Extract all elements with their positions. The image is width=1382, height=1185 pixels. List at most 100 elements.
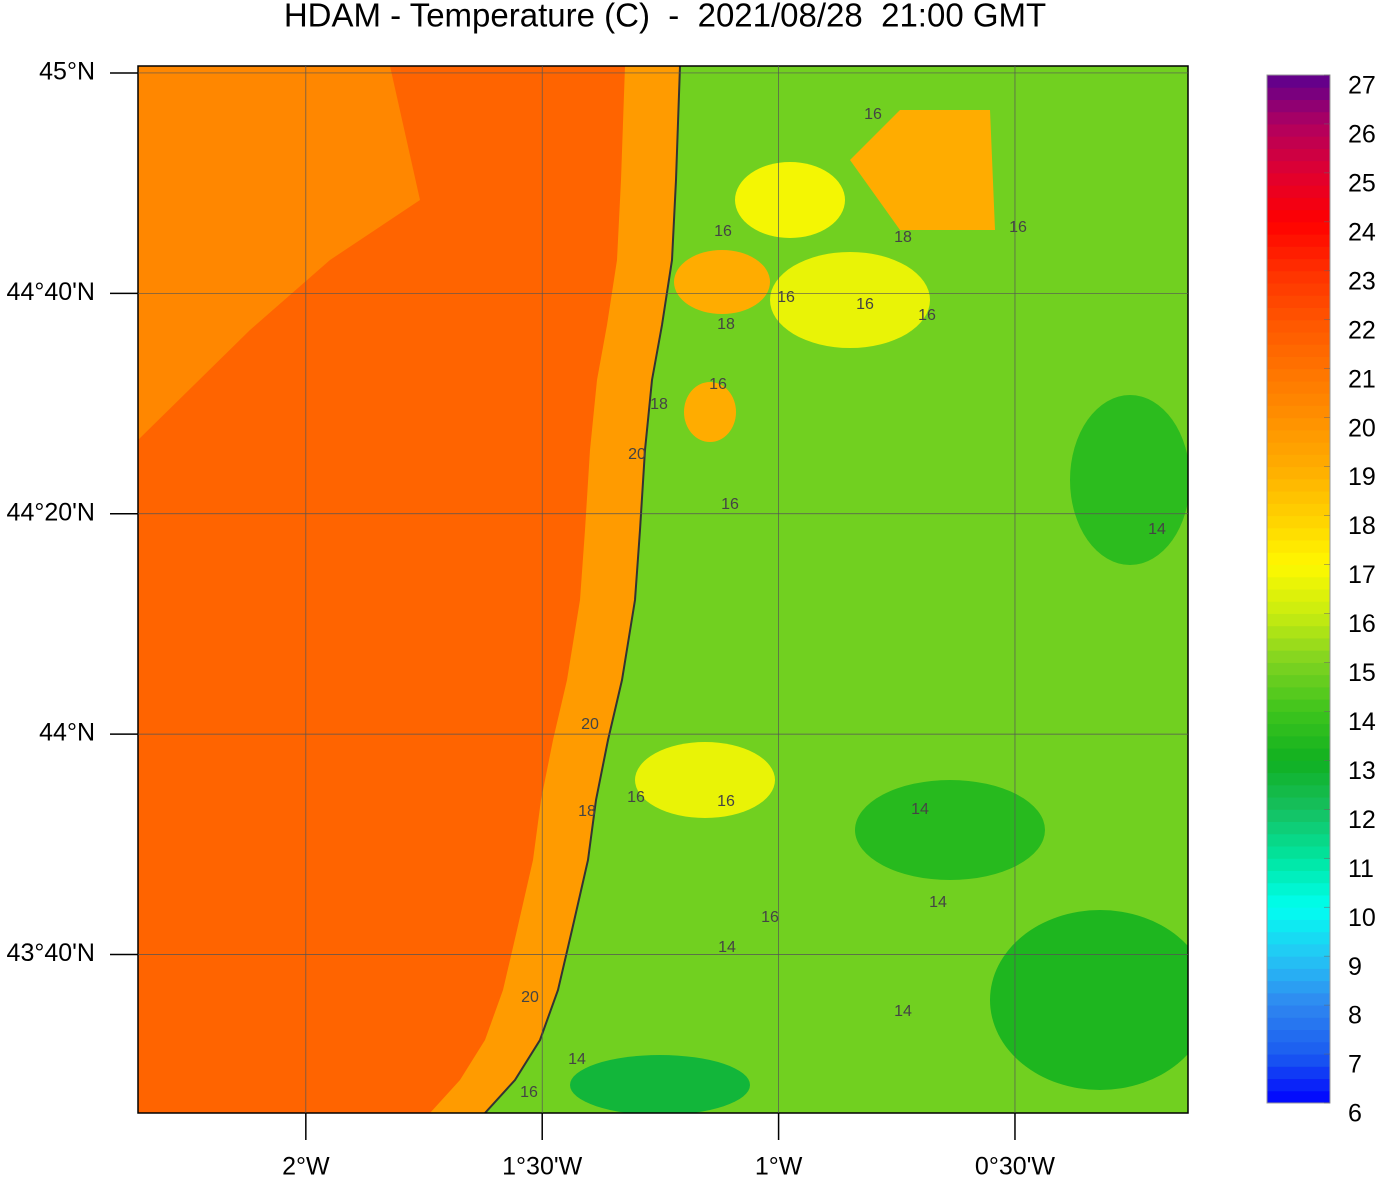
contour-label: 14 (894, 1003, 912, 1020)
colorbar-label: 22 (1348, 316, 1376, 344)
colorbar-segment (1267, 650, 1330, 663)
temperature-region (138, 66, 420, 440)
colorbar-label: 27 (1348, 72, 1376, 100)
colorbar-segment (1267, 344, 1330, 357)
colorbar-segment (1267, 270, 1330, 284)
colorbar-segment (1267, 1005, 1330, 1018)
contour-label: 14 (911, 801, 929, 818)
colorbar-segment (1267, 283, 1330, 296)
colorbar-segment (1267, 760, 1330, 774)
colorbar-segment (1267, 711, 1330, 725)
contour-label: 14 (568, 1051, 586, 1068)
colorbar-segment (1267, 735, 1330, 749)
colorbar-segment (1267, 699, 1330, 712)
contour-label: 20 (581, 716, 599, 733)
colorbar-segment (1267, 136, 1330, 149)
colorbar-segment (1267, 919, 1330, 933)
colorbar-segment (1267, 258, 1330, 272)
overlay: 16 16 18 16 16 16 16 18 16 18 20 16 14 20 16 16 18 14 16 14… (7, 58, 1376, 1181)
temperature-region (990, 910, 1188, 1090)
colorbar-segment (1267, 172, 1330, 186)
contour-label: 14 (718, 939, 736, 956)
colorbar-label: 16 (1348, 610, 1376, 638)
colorbar-segment (1267, 723, 1330, 737)
colorbar-segment (1267, 858, 1330, 871)
temperature-region (1070, 395, 1188, 565)
colorbar-segment (1267, 1066, 1330, 1080)
colorbar-segment (1267, 454, 1330, 468)
colorbar-segment (1267, 1017, 1330, 1031)
colorbar-label: 10 (1348, 904, 1376, 932)
lon-tick-label: 0°30'W (975, 1153, 1055, 1180)
colorbar-segment (1267, 674, 1330, 688)
temperature-region (570, 1055, 750, 1113)
contour-label: 16 (1009, 219, 1027, 236)
colorbar-segment (1267, 185, 1330, 198)
temperature-region (735, 162, 845, 238)
colorbar-label: 26 (1348, 121, 1376, 149)
colorbar-label: 14 (1348, 708, 1376, 736)
temperature-region (430, 66, 680, 1113)
temperature-region (850, 110, 995, 230)
colorbar-segment (1267, 956, 1330, 969)
colorbar-label: 18 (1348, 512, 1376, 540)
colorbar-segment (1267, 589, 1330, 602)
colorbar-label: 23 (1348, 267, 1376, 295)
colorbar-label: 13 (1348, 757, 1376, 785)
temperature-region (855, 780, 1045, 880)
colorbar-segment (1267, 576, 1330, 590)
contour-label: 16 (856, 296, 874, 313)
colorbar-segment (1267, 417, 1330, 431)
colorbar-segment (1267, 564, 1330, 578)
contour-label: 16 (520, 1084, 538, 1101)
contour-label: 16 (777, 289, 795, 306)
colorbar-segment (1267, 234, 1330, 247)
colorbar-segment (1267, 393, 1330, 406)
lat-tick-label: 44°40'N (7, 278, 95, 306)
colorbar-segment (1267, 1041, 1330, 1055)
colorbar-segment (1267, 148, 1330, 162)
colorbar-segment (1267, 332, 1330, 345)
colorbar-segment (1267, 503, 1330, 517)
colorbar-segment (1267, 307, 1330, 321)
contour-label: 16 (714, 223, 732, 240)
contour-label: 16 (721, 496, 739, 513)
colorbar-segment (1267, 380, 1330, 394)
colorbar-label: 17 (1348, 561, 1376, 589)
colorbar-segment (1267, 356, 1330, 370)
colorbar-segment (1267, 111, 1330, 125)
colorbar-segment (1267, 1078, 1330, 1092)
lon-tick-label: 2°W (282, 1153, 330, 1180)
colorbar-segment (1267, 992, 1330, 1006)
colorbar-segment (1267, 662, 1330, 676)
colorbar-segment (1267, 601, 1330, 614)
colorbar-segment (1267, 540, 1330, 553)
colorbar-segment (1267, 748, 1330, 761)
colorbar-segment (1267, 1054, 1330, 1067)
colorbar-segment (1267, 515, 1330, 529)
colorbar-label: 11 (1348, 855, 1374, 883)
colorbar-segment (1267, 943, 1330, 957)
contour-label: 16 (918, 307, 936, 324)
plot-frame (137, 65, 1189, 1114)
map-title: HDAM - Temperature (C) - 2021/08/28 21:0… (284, 0, 1046, 34)
colorbar-label: 24 (1348, 218, 1376, 246)
colorbar-label: 12 (1348, 806, 1376, 834)
coastline (484, 66, 681, 1113)
colorbar-label: 7 (1348, 1051, 1362, 1079)
colorbar-label: 19 (1348, 463, 1376, 491)
colorbar-segment (1267, 784, 1330, 798)
contour-label: 18 (894, 229, 912, 246)
lat-tick-label: 44°N (39, 719, 95, 747)
colorbar-label: 25 (1348, 170, 1376, 198)
contour-label: 16 (864, 106, 882, 123)
contour-label: 14 (1148, 521, 1166, 538)
contour-label: 18 (717, 316, 735, 333)
colorbar-segment (1267, 295, 1330, 309)
lat-tick-label: 44°20'N (7, 498, 95, 526)
colorbar-label: 21 (1348, 365, 1376, 393)
colorbar-label: 20 (1348, 414, 1376, 442)
colorbar-segment (1267, 980, 1330, 994)
colorbar-segment (1267, 968, 1330, 982)
colorbar-segment (1267, 209, 1330, 223)
